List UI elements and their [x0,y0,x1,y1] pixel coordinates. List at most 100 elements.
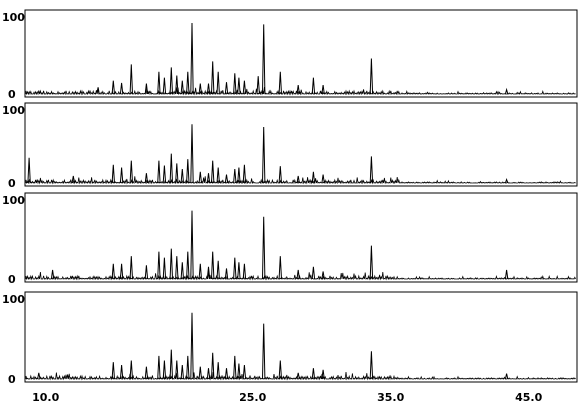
panel-1: 100 0 [2,9,578,101]
peak-22 [278,360,282,380]
peak-3 [119,365,124,380]
peak-21 [242,164,247,184]
peak-23 [296,372,300,380]
peak-3 [119,263,124,280]
peak-28 [504,87,509,95]
panel-frame [24,291,578,383]
peak-13 [198,366,202,380]
peak-5 [144,366,149,380]
peak-24 [311,368,316,380]
peak-1 [27,157,31,184]
peak-13 [198,83,202,95]
baseline-trace [25,176,576,185]
peak-24 [311,266,316,280]
peak-26 [321,174,325,184]
peak-17 [224,368,229,380]
peak-20 [242,80,247,95]
peak-4 [119,167,124,184]
peak-11 [186,355,190,380]
peak-9 [175,360,179,380]
y-tick-label-100: 100 [2,194,25,207]
peak-8 [169,349,173,380]
peak-27 [504,373,509,380]
peak-10 [180,80,184,95]
peak-13 [190,124,194,184]
y-tick-label-0: 0 [8,88,16,101]
peak-25 [311,171,316,184]
peak-26 [369,351,374,380]
peak-23 [278,166,282,184]
peak-22 [262,24,266,95]
peak-28 [504,177,509,184]
peak-21 [262,323,266,380]
peak-6 [157,355,161,380]
peak-2 [111,362,115,380]
peak-11 [180,168,184,184]
peak-20 [237,167,241,184]
peak-3 [119,82,124,95]
peak-12 [190,22,194,95]
peak-19 [233,168,237,184]
peak-17 [224,268,229,280]
peak-19 [237,363,241,380]
peak-10 [175,163,179,184]
panel-frame [24,9,578,98]
y-tick-label-0: 0 [8,273,16,286]
peak-18 [233,73,237,95]
peak-17 [224,82,229,95]
y-tick-label-100: 100 [2,11,25,24]
peak-16 [211,160,215,184]
peak-19 [237,77,241,95]
x-tick-label: 25.0 [239,391,266,404]
peak-5 [144,265,149,280]
peak-7 [162,257,167,280]
peak-14 [198,171,202,184]
y-tick-label-0: 0 [8,177,16,190]
peak-21 [262,216,266,280]
baseline-trace [25,271,576,281]
peak-14 [206,83,211,95]
peak-15 [211,61,215,95]
peak-21 [256,76,260,95]
peak-15 [211,251,215,280]
peak-11 [186,71,190,95]
peak-14 [206,266,211,280]
panel-frame [24,102,578,187]
peak-5 [129,160,133,184]
peak-12 [190,312,194,380]
x-tick-label: 10.0 [32,391,59,404]
peak-24 [296,175,300,184]
peak-1 [37,372,41,380]
peak-8 [169,248,173,280]
panel-3: 100 0 [2,192,578,286]
y-tick-label-100: 100 [2,104,25,117]
peak-25 [311,77,316,95]
peak-22 [278,256,282,280]
peak-10 [180,365,184,380]
peak-7 [162,360,167,380]
peak-12 [186,159,190,184]
peak-19 [237,262,241,280]
peak-2 [111,80,115,95]
peak-27 [369,58,374,95]
peak-2 [111,263,115,280]
peak-4 [129,256,133,280]
peak-9 [175,256,179,280]
peak-18 [233,355,237,380]
peak-20 [242,263,247,280]
peak-4 [129,360,133,380]
panel-2: 100 0 [2,102,578,190]
peak-9 [175,75,179,95]
peak-17 [216,167,220,184]
peak-23 [296,269,300,280]
peak-1 [50,269,55,280]
peak-3 [111,164,115,184]
peak-10 [180,262,184,280]
peak-6 [144,173,149,184]
peak-13 [198,263,202,280]
peak-18 [224,174,229,184]
peak-24 [296,85,300,95]
peak-14 [206,368,211,380]
peak-16 [216,260,220,280]
